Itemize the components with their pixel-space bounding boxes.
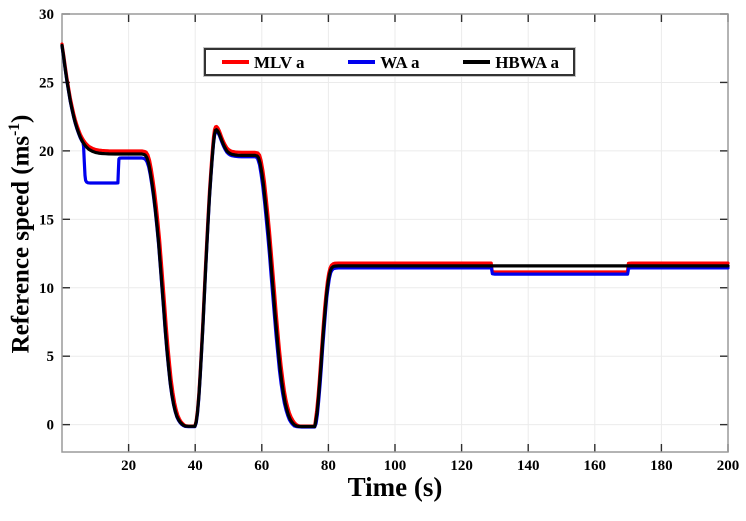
y-tick-label: 0 bbox=[47, 418, 55, 434]
x-tick-label: 100 bbox=[384, 458, 407, 474]
y-axis-label-superscript: -1 bbox=[6, 122, 23, 136]
x-tick-label: 80 bbox=[321, 458, 336, 474]
legend-item-hbwa: HBWA a bbox=[463, 54, 559, 71]
y-tick-label: 25 bbox=[39, 75, 54, 91]
x-tick-label: 40 bbox=[188, 458, 203, 474]
axis-ticks bbox=[62, 13, 729, 452]
x-axis-label: Time (s) bbox=[347, 472, 443, 502]
legend-item-wa: WA a bbox=[348, 54, 419, 71]
gridlines bbox=[62, 14, 728, 452]
legend-wa-line-icon bbox=[348, 60, 376, 64]
y-tick-label: 5 bbox=[47, 349, 55, 365]
x-tick-label: 160 bbox=[584, 458, 607, 474]
series-hbwa-a bbox=[60, 43, 730, 429]
x-tick-label: 200 bbox=[717, 458, 740, 474]
x-tick-label: 60 bbox=[254, 458, 269, 474]
y-axis-label-close: ) bbox=[7, 114, 35, 123]
legend-mlv-line-icon bbox=[222, 60, 249, 64]
y-tick-label: 15 bbox=[39, 212, 54, 228]
legend-hbwa-line-icon bbox=[463, 60, 491, 64]
y-axis-label-text: Reference speed (ms bbox=[7, 135, 35, 354]
curves bbox=[60, 42, 730, 429]
y-tick-label: 10 bbox=[39, 281, 54, 297]
x-tick-label: 140 bbox=[517, 458, 540, 474]
legend-item-mlv: MLV a bbox=[222, 54, 305, 71]
y-axis-label: Reference speed (ms-1) bbox=[6, 14, 36, 454]
legend-hbwa-label: HBWA a bbox=[495, 52, 559, 72]
legend: MLV a WA a HBWA a bbox=[204, 48, 575, 76]
y-tick-label: 30 bbox=[39, 7, 54, 23]
legend-mlv-label: MLV a bbox=[254, 52, 305, 72]
plot-border bbox=[61, 13, 729, 453]
x-tick-label: 120 bbox=[450, 458, 473, 474]
tick-labels: 20 40 60 80 100 120 140 160 180 200 0 5 10 15 20 25 30 bbox=[39, 7, 739, 474]
y-tick-label: 20 bbox=[39, 144, 54, 160]
x-tick-label: 20 bbox=[121, 458, 136, 474]
legend-wa-label: WA a bbox=[380, 52, 420, 72]
x-tick-label: 180 bbox=[650, 458, 673, 474]
